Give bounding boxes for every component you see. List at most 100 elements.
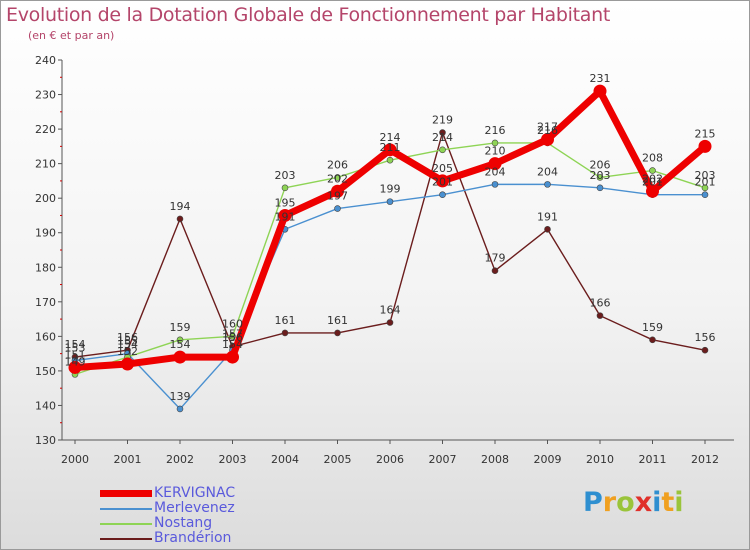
data-point xyxy=(544,225,551,233)
data-point xyxy=(386,156,394,164)
y-tick-label: 230 xyxy=(35,89,56,102)
data-label: 208 xyxy=(642,152,663,165)
data-label: 151 xyxy=(65,348,86,361)
data-point xyxy=(383,143,397,157)
data-point xyxy=(701,346,709,354)
data-point xyxy=(698,139,712,153)
data-label: 159 xyxy=(170,321,191,334)
x-tick-label: 2002 xyxy=(166,453,194,466)
data-label: 214 xyxy=(380,131,401,144)
data-point xyxy=(334,174,341,181)
data-label: 199 xyxy=(380,183,401,196)
data-point xyxy=(226,350,239,364)
data-label: 197 xyxy=(327,190,348,203)
data-point xyxy=(68,360,82,374)
data-point xyxy=(646,184,659,198)
data-point xyxy=(491,139,499,147)
logo-letter: P xyxy=(583,487,603,518)
data-point xyxy=(229,333,236,340)
data-label: 219 xyxy=(432,114,453,127)
y-tick-label: 190 xyxy=(35,227,56,240)
data-label: 206 xyxy=(327,158,348,171)
data-label: 139 xyxy=(170,390,191,403)
data-label: 202 xyxy=(327,172,348,185)
data-label: 149 xyxy=(65,355,86,368)
data-label: 156 xyxy=(222,331,243,344)
data-label: 201 xyxy=(642,176,663,189)
x-tick-label: 2010 xyxy=(586,453,614,466)
data-point xyxy=(541,132,554,146)
series-line-merlevenez xyxy=(74,183,705,410)
data-label: 203 xyxy=(590,169,611,182)
legend-swatch-kervignac xyxy=(100,490,152,497)
data-label: 201 xyxy=(432,176,453,189)
data-label: 210 xyxy=(485,145,506,158)
data-label: 217 xyxy=(537,120,558,133)
chart-subtitle: (en € et par an) xyxy=(28,29,115,42)
data-point xyxy=(593,84,607,98)
logo-letter: t xyxy=(661,487,675,518)
x-tick-label: 2001 xyxy=(114,453,142,466)
x-tick-label: 2011 xyxy=(639,453,667,466)
x-tick-label: 2008 xyxy=(481,453,509,466)
y-tick-label: 240 xyxy=(35,54,56,67)
data-label: 152 xyxy=(117,345,138,358)
legend-label: Merlevenez xyxy=(154,500,235,516)
data-label: 160 xyxy=(222,317,243,330)
data-point xyxy=(596,184,604,192)
y-tick-label: 130 xyxy=(35,434,56,447)
data-label: 211 xyxy=(380,141,401,154)
data-point xyxy=(331,184,344,198)
logo-letter: x xyxy=(634,487,653,518)
y-tick-label: 210 xyxy=(35,158,56,171)
data-point xyxy=(701,184,709,192)
data-label: 161 xyxy=(327,314,348,327)
x-tick-label: 2009 xyxy=(534,453,562,466)
data-point xyxy=(439,129,446,136)
data-label: 156 xyxy=(695,331,716,344)
data-label: 205 xyxy=(432,162,453,175)
data-label: 231 xyxy=(590,72,611,85)
data-label: 153 xyxy=(65,342,86,355)
data-label: 206 xyxy=(590,158,611,171)
data-label: 214 xyxy=(432,131,453,144)
x-tick-label: 2012 xyxy=(691,453,719,466)
legend-swatch-branderion xyxy=(100,538,152,540)
data-point xyxy=(596,312,604,319)
data-point xyxy=(596,174,604,181)
x-tick-label: 2006 xyxy=(376,453,404,466)
data-label: 204 xyxy=(485,165,506,178)
data-label: 201 xyxy=(695,176,716,189)
data-label: 154 xyxy=(65,338,86,351)
logo-letter: o xyxy=(616,487,635,518)
data-label: 202 xyxy=(642,172,663,185)
data-point xyxy=(649,336,656,344)
legend-swatch-merlevenez xyxy=(100,508,152,510)
logo-letter: i xyxy=(674,487,684,518)
data-point xyxy=(701,191,709,199)
data-point xyxy=(386,198,394,205)
data-point xyxy=(649,167,656,174)
data-label: 166 xyxy=(590,297,611,310)
data-label: 216 xyxy=(485,124,506,137)
data-point xyxy=(281,329,289,337)
data-point xyxy=(439,191,446,199)
data-point xyxy=(176,405,184,413)
data-point xyxy=(173,350,187,364)
data-point xyxy=(278,208,292,222)
legend-label: Brandérion xyxy=(154,530,232,546)
data-label: 179 xyxy=(485,252,506,265)
data-point xyxy=(439,146,446,154)
data-point xyxy=(176,336,184,344)
x-tick-label: 2007 xyxy=(429,453,457,466)
chart-title: Evolution de la Dotation Globale de Fonc… xyxy=(6,4,611,26)
data-label: 191 xyxy=(275,210,296,223)
legend-label: KERVIGNAC xyxy=(154,485,236,501)
data-point xyxy=(386,319,394,326)
data-label: 155 xyxy=(117,335,138,348)
data-point xyxy=(176,215,184,223)
data-point xyxy=(334,329,341,337)
logo-letter: r xyxy=(602,487,617,518)
data-label: 159 xyxy=(642,321,663,334)
y-tick-label: 140 xyxy=(35,399,56,412)
